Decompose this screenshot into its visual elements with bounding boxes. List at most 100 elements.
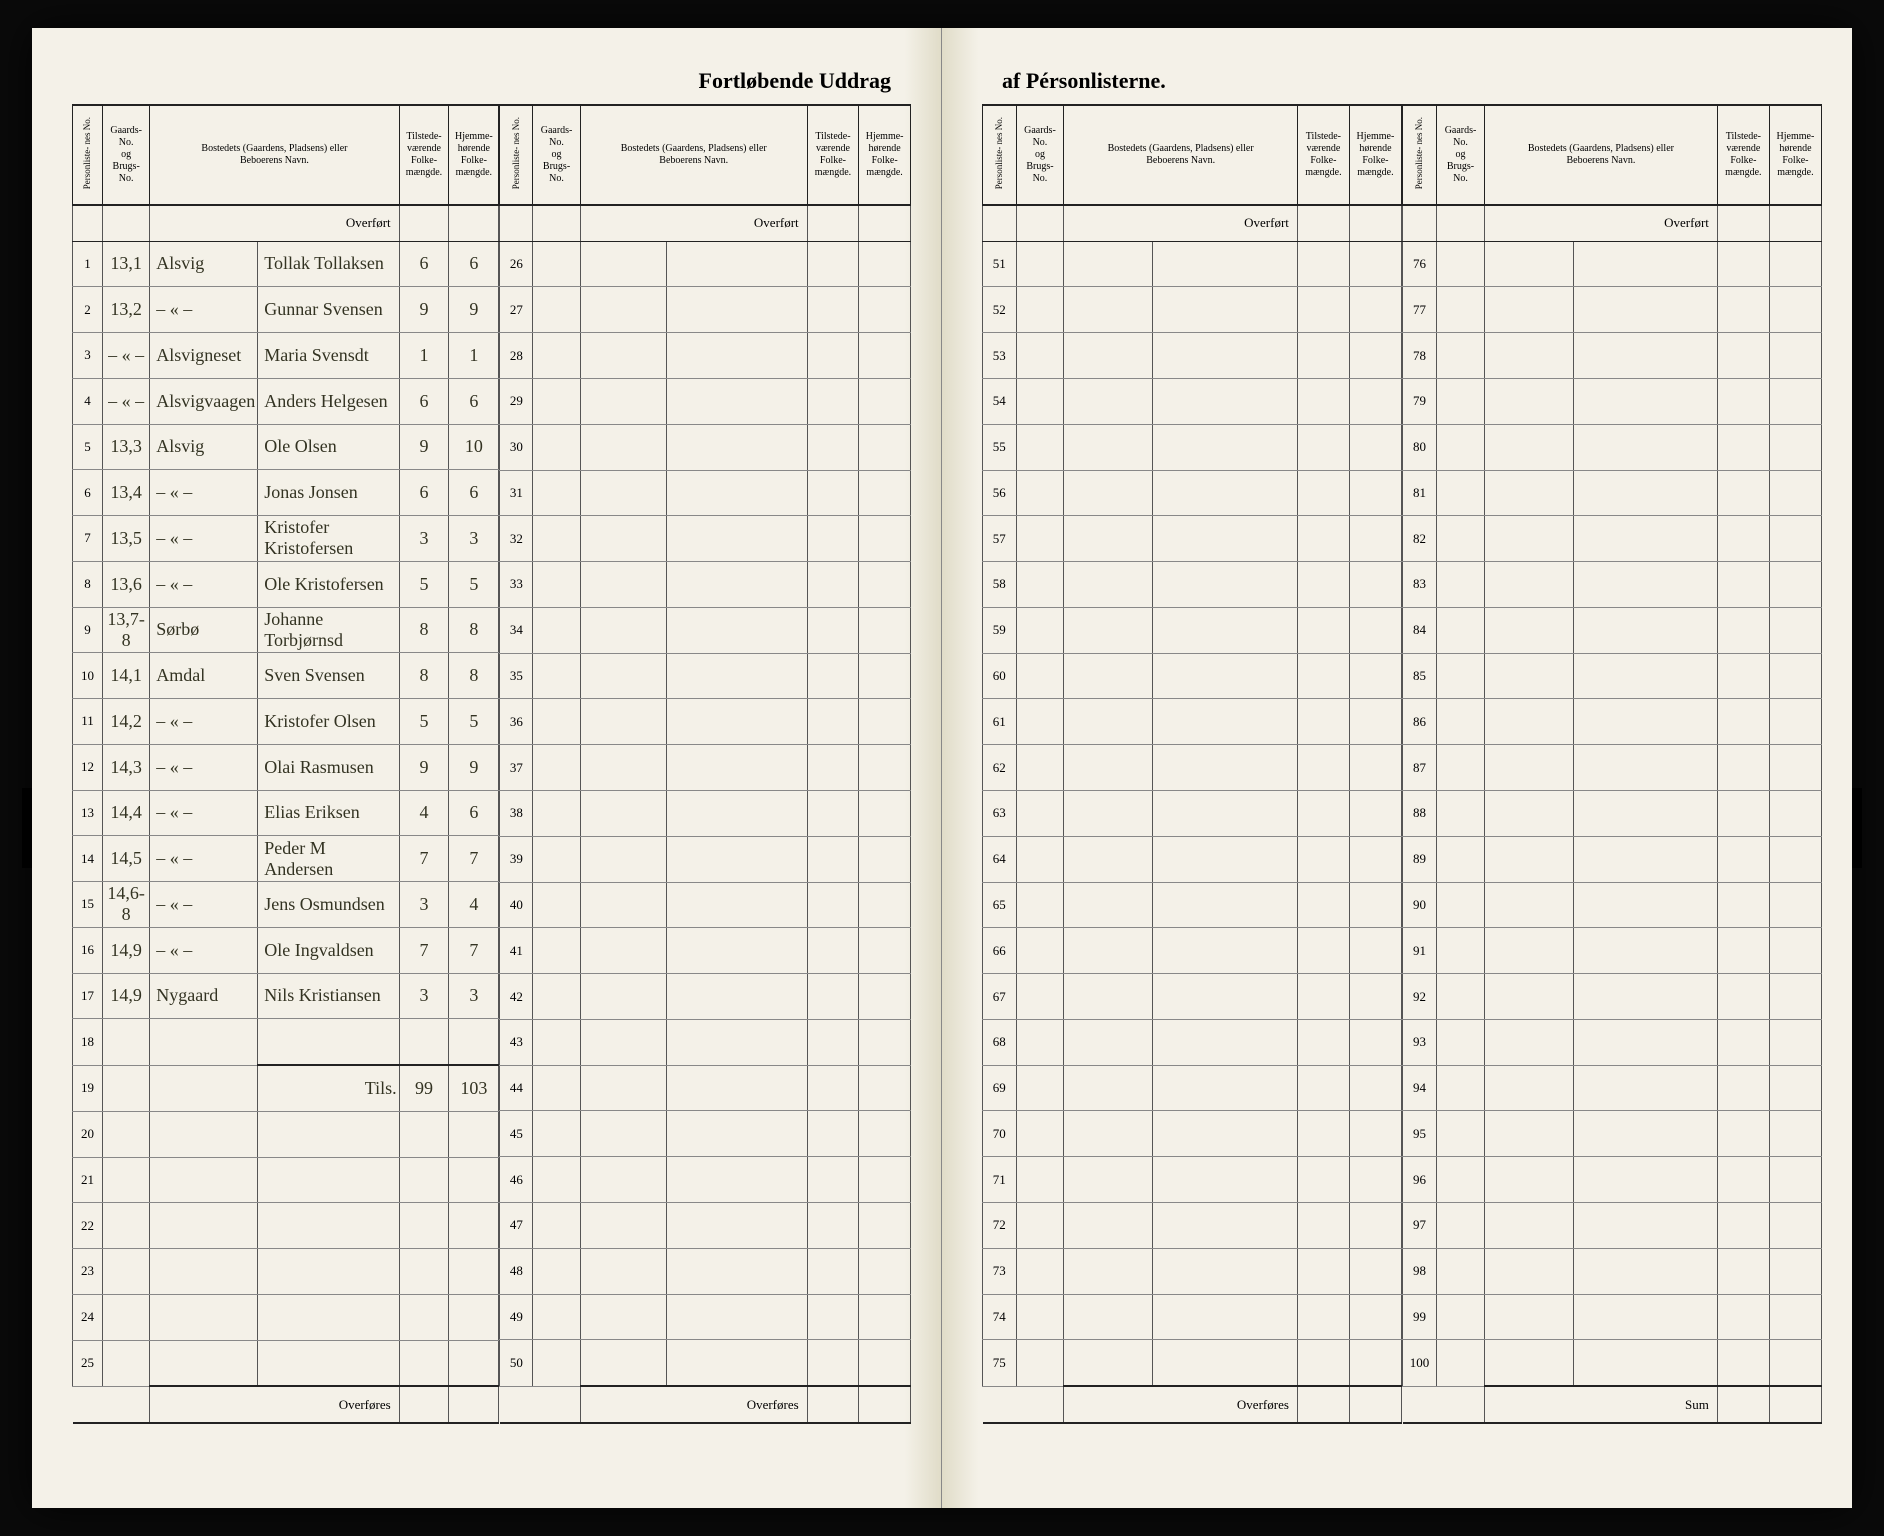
col-personliste: Personliste- nes No.: [1403, 105, 1437, 205]
col-tilstede: Tilstede-værendeFolke-mængde.: [399, 105, 449, 205]
col-gaard: Gaards-No.ogBrugs-No.: [1437, 105, 1485, 205]
ledger-row: 24: [73, 1294, 499, 1340]
ledger-row: 75: [983, 1340, 1402, 1386]
ledger-row: 91: [1403, 928, 1822, 974]
overfort-row: Overført: [500, 205, 911, 241]
ledger-row: 81: [1403, 470, 1822, 516]
ledger-row: 30: [500, 424, 911, 470]
ledger-row: 37: [500, 745, 911, 791]
footer-row: Overføres: [983, 1386, 1402, 1423]
overfort-row: Overført: [73, 205, 499, 241]
ledger-row: 26: [500, 241, 911, 287]
ledger-row: 86: [1403, 699, 1822, 745]
ledger-row: 55: [983, 424, 1402, 470]
col-tilstede: Tilstede-værendeFolke-mængde.: [1297, 105, 1349, 205]
ledger-row: 87: [1403, 745, 1822, 791]
ledger-row: 71: [983, 1157, 1402, 1203]
page-title-left: Fortløbende Uddrag: [72, 68, 911, 94]
ledger-row: 43: [500, 1019, 911, 1065]
ledger-row: 100: [1403, 1340, 1822, 1386]
ledger-row: 13 14,4 – « – Elias Eriksen 4 6: [73, 790, 499, 836]
col-personliste: Personliste- nes No.: [983, 105, 1017, 205]
ledger-row: 74: [983, 1294, 1402, 1340]
col-hjemme: Hjemme-hørendeFolke-mængde.: [1349, 105, 1401, 205]
ledger-row: 2 13,2 – « – Gunnar Svensen 9 9: [73, 287, 499, 333]
ledger-row: 90: [1403, 882, 1822, 928]
ledger-row: 73: [983, 1248, 1402, 1294]
ledger-row: 65: [983, 882, 1402, 928]
ledger-row: 54: [983, 378, 1402, 424]
ledger-row: 82: [1403, 516, 1822, 562]
ledger-row: 97: [1403, 1203, 1822, 1249]
ledger-row: 66: [983, 928, 1402, 974]
ledger-row: 64: [983, 836, 1402, 882]
ledger-row: 23: [73, 1249, 499, 1295]
ledger-row: 98: [1403, 1248, 1822, 1294]
ledger-row: 45: [500, 1111, 911, 1157]
col-hjemme: Hjemme-hørendeFolke-mængde.: [859, 105, 911, 205]
ledger-row: 46: [500, 1157, 911, 1203]
ledger-row: 41: [500, 928, 911, 974]
ledger-row: 69: [983, 1065, 1402, 1111]
ledger-block: Personliste- nes No. Gaards-No.ogBrugs-N…: [982, 104, 1402, 1424]
ledger-row: 48: [500, 1248, 911, 1294]
ledger-row: 36: [500, 699, 911, 745]
ledger-row: 53: [983, 333, 1402, 379]
ledger-row: 61: [983, 699, 1402, 745]
ledger-row: 11 14,2 – « – Kristofer Olsen 5 5: [73, 699, 499, 745]
ledger-row: 72: [983, 1203, 1402, 1249]
col-gaard: Gaards-No.ogBrugs-No.: [103, 105, 150, 205]
footer-row: Sum: [1403, 1386, 1822, 1423]
ledger-row: 8 13,6 – « – Ole Kristofersen 5 5: [73, 561, 499, 607]
ledger-row: 76: [1403, 241, 1822, 287]
ledger-row: 28: [500, 333, 911, 379]
ledger-row: 67: [983, 974, 1402, 1020]
ledger-row: 84: [1403, 607, 1822, 653]
ledger-row: 33: [500, 562, 911, 608]
ledger-row: 5 13,3 Alsvig Ole Olsen 9 10: [73, 424, 499, 470]
ledger-row: 3 – « – Alsvigneset Maria Svensdt 1 1: [73, 333, 499, 379]
ledger-row: 59: [983, 607, 1402, 653]
ledger-row: 1 13,1 Alsvig Tollak Tollaksen 6 6: [73, 241, 499, 287]
ledger-row: 77: [1403, 287, 1822, 333]
ledger-row: 21: [73, 1157, 499, 1203]
ledger-row: 52: [983, 287, 1402, 333]
ledger-row: 18: [73, 1019, 499, 1065]
ledger-block: Personliste- nes No. Gaards-No.ogBrugs-N…: [499, 104, 911, 1424]
ledger-row: 99: [1403, 1294, 1822, 1340]
ledger-row: 47: [500, 1203, 911, 1249]
col-gaard: Gaards-No.ogBrugs-No.: [533, 105, 580, 205]
overfort-row: Overført: [1403, 205, 1822, 241]
ledger-row: 40: [500, 882, 911, 928]
ledger-row: 88: [1403, 790, 1822, 836]
col-personliste: Personliste- nes No.: [500, 105, 533, 205]
ledger-row: 50: [500, 1340, 911, 1386]
ledger-row: 20: [73, 1111, 499, 1157]
left-page: Fortløbende Uddrag Personliste- nes No. …: [32, 28, 942, 1508]
ledger-row: 80: [1403, 424, 1822, 470]
ledger-row: 27: [500, 287, 911, 333]
ledger-row: 70: [983, 1111, 1402, 1157]
ledger-row: 83: [1403, 562, 1822, 608]
ledger-block: Personliste- nes No. Gaards-No.ogBrugs-N…: [72, 104, 499, 1424]
ledger-block: Personliste- nes No. Gaards-No.ogBrugs-N…: [1402, 104, 1822, 1424]
ledger-row: 39: [500, 836, 911, 882]
ledger-row: 35: [500, 653, 911, 699]
right-page: af Pérsonlisterne. Personliste- nes No. …: [942, 28, 1852, 1508]
ledger-row: 12 14,3 – « – Olai Rasmusen 9 9: [73, 744, 499, 790]
ledger-row: 49: [500, 1294, 911, 1340]
ledger-row: 58: [983, 562, 1402, 608]
col-bosted: Bostedets (Gaardens, Pladsens) ellerBebo…: [580, 105, 807, 205]
ledger-row: 42: [500, 974, 911, 1020]
ledger-row: 60: [983, 653, 1402, 699]
ledger-row: 9 13,7-8 Sørbø Johanne Torbjørnsd 8 8: [73, 607, 499, 653]
ledger-row: 95: [1403, 1111, 1822, 1157]
overfort-row: Overført: [983, 205, 1402, 241]
ledger-row: 96: [1403, 1157, 1822, 1203]
ledger-row: 85: [1403, 653, 1822, 699]
ledger-row: 4 – « – Alsvigvaagen Anders Helgesen 6 6: [73, 378, 499, 424]
ledger-book: Fortløbende Uddrag Personliste- nes No. …: [32, 28, 1852, 1508]
ledger-row: 38: [500, 790, 911, 836]
ledger-row: 56: [983, 470, 1402, 516]
ledger-row: 7 13,5 – « – Kristofer Kristofersen 3 3: [73, 516, 499, 562]
